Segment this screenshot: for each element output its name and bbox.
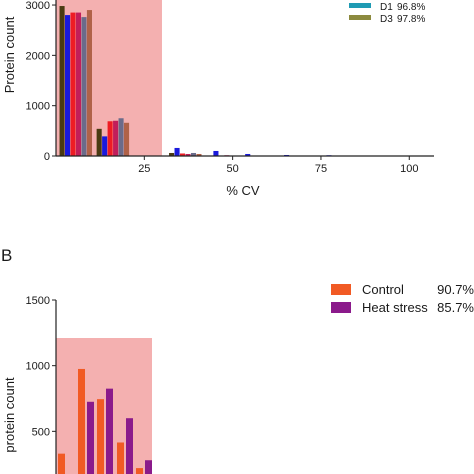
- legend-swatch: [349, 3, 371, 8]
- panel-b-label: B: [1, 246, 12, 265]
- panel-a-bars: [59, 6, 428, 157]
- bar: [78, 368, 85, 474]
- bar: [174, 147, 180, 156]
- legend-series-name: Control: [362, 282, 404, 297]
- bar: [169, 152, 175, 156]
- y-tick-label: 500: [32, 426, 50, 438]
- bar: [185, 153, 191, 156]
- panel-a-y-ticks: 0 1000 2000 3000: [26, 0, 56, 163]
- panel-a-legend: D1 96.8% D3 97.8%: [349, 2, 425, 25]
- bar: [113, 120, 119, 156]
- panel-b-y-ticks: 500 1000 1500: [26, 295, 56, 438]
- bar: [81, 17, 87, 156]
- x-tick-label: 25: [138, 163, 150, 175]
- legend-percent: 90.7%: [437, 282, 474, 297]
- x-tick-label: 75: [315, 163, 327, 175]
- bar: [97, 399, 104, 474]
- bar: [106, 388, 113, 474]
- y-tick-label: 1500: [26, 295, 50, 307]
- bar: [245, 153, 251, 156]
- bar: [145, 460, 152, 474]
- bar: [87, 401, 94, 474]
- x-tick-label: 100: [400, 163, 418, 175]
- bar: [96, 128, 102, 156]
- y-tick-label: 3000: [26, 0, 50, 12]
- bar: [179, 153, 186, 156]
- bar: [118, 118, 124, 156]
- panel-a-x-axis-label: % CV: [226, 183, 260, 198]
- legend-percent: 85.7%: [437, 300, 474, 315]
- legend-series-name: D1: [380, 2, 393, 13]
- bar: [86, 10, 92, 157]
- legend-series-name: D3: [380, 14, 393, 25]
- legend-swatch: [331, 302, 351, 313]
- panel-b-chart: B 500 1000 1500 protein count Control 90.7%…: [1, 246, 474, 474]
- bar: [124, 122, 130, 156]
- bar: [190, 152, 197, 156]
- bar: [107, 121, 113, 156]
- panel-a-chart: 0 1000 2000 3000 25 50 75 100 Protein count % …: [2, 0, 434, 198]
- bar: [70, 12, 76, 157]
- bar: [59, 6, 65, 156]
- panel-b-bars: [58, 368, 152, 474]
- bar: [58, 453, 65, 474]
- legend-percent: 96.8%: [397, 2, 425, 13]
- bar: [136, 468, 143, 474]
- bar: [75, 12, 82, 157]
- bar: [126, 418, 133, 474]
- bar: [196, 153, 202, 156]
- bar: [65, 15, 71, 157]
- x-tick-label: 50: [227, 163, 239, 175]
- panel-a-y-axis-label: Protein count: [2, 16, 17, 93]
- bar: [102, 136, 108, 156]
- panel-b-y-axis-label: protein count: [2, 377, 17, 453]
- bar: [117, 442, 124, 474]
- y-tick-label: 2000: [26, 50, 50, 62]
- legend-swatch: [331, 284, 351, 295]
- legend-percent: 97.8%: [397, 14, 425, 25]
- legend-series-name: Heat stress: [362, 300, 428, 315]
- bar: [213, 150, 219, 156]
- panel-b-legend: Control 90.7% Heat stress 85.7%: [331, 282, 474, 315]
- panel-a-x-ticks: 25 50 75 100: [138, 156, 418, 175]
- legend-swatch: [349, 15, 371, 20]
- y-tick-label: 0: [44, 151, 50, 163]
- y-tick-label: 1000: [26, 101, 50, 113]
- y-tick-label: 1000: [26, 361, 50, 373]
